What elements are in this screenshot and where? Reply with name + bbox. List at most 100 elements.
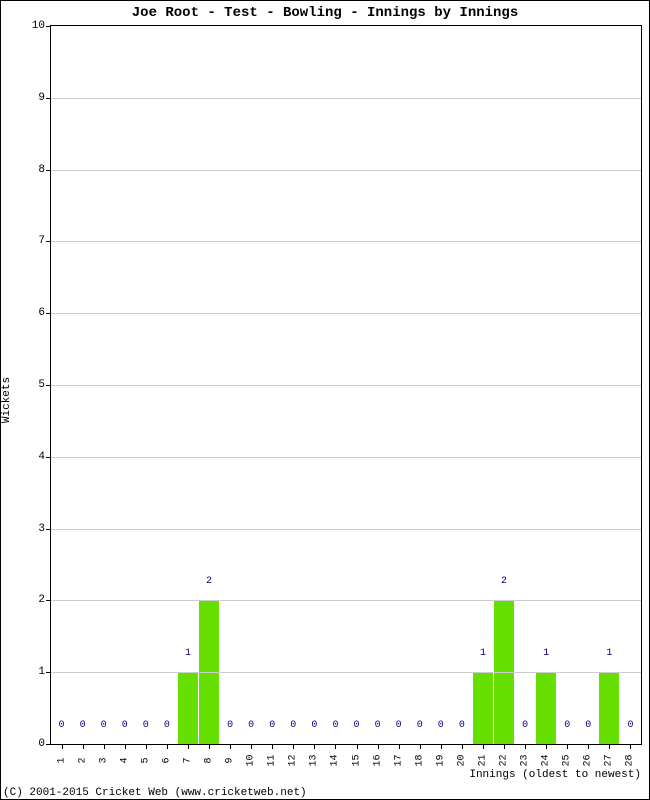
y-tick-mark: [46, 744, 50, 745]
x-tick-label: 15: [351, 754, 362, 766]
x-tick-label: 13: [309, 754, 320, 766]
y-tick-label: 10: [5, 20, 45, 32]
x-tick-mark: [62, 745, 63, 749]
y-tick-label: 0: [5, 738, 45, 750]
x-tick-label: 26: [583, 754, 594, 766]
y-tick-mark: [46, 529, 50, 530]
x-tick-label: 28: [625, 754, 636, 766]
x-tick-mark: [630, 745, 631, 749]
y-tick-mark: [46, 313, 50, 314]
value-label: 0: [627, 720, 633, 731]
value-label: 0: [354, 720, 360, 731]
x-tick-mark: [441, 745, 442, 749]
value-label: 0: [164, 720, 170, 731]
value-label: 2: [206, 576, 212, 587]
plot-area: 0000001200000000000012010010: [50, 25, 642, 745]
x-tick-label: 23: [520, 754, 531, 766]
x-tick-mark: [293, 745, 294, 749]
x-tick-label: 14: [330, 754, 341, 766]
x-tick-label: 19: [435, 754, 446, 766]
value-label: 0: [438, 720, 444, 731]
value-label: 0: [585, 720, 591, 731]
gridline: [51, 600, 641, 601]
x-tick-mark: [483, 745, 484, 749]
y-tick-mark: [46, 672, 50, 673]
y-tick-label: 5: [5, 379, 45, 391]
value-label: 0: [227, 720, 233, 731]
chart-title: Joe Root - Test - Bowling - Innings by I…: [1, 5, 649, 21]
y-tick-mark: [46, 170, 50, 171]
bar: [473, 672, 493, 744]
x-tick-label: 18: [414, 754, 425, 766]
x-tick-mark: [609, 745, 610, 749]
value-label: 0: [101, 720, 107, 731]
x-tick-label: 10: [246, 754, 257, 766]
gridline: [51, 170, 641, 171]
x-tick-mark: [230, 745, 231, 749]
x-tick-mark: [462, 745, 463, 749]
y-tick-mark: [46, 26, 50, 27]
x-tick-label: 11: [267, 754, 278, 766]
x-tick-mark: [525, 745, 526, 749]
gridline: [51, 529, 641, 530]
x-tick-mark: [504, 745, 505, 749]
x-tick-label: 7: [182, 757, 193, 763]
footer-text: (C) 2001-2015 Cricket Web (www.cricketwe…: [3, 787, 307, 799]
value-label: 0: [143, 720, 149, 731]
value-label: 0: [564, 720, 570, 731]
x-tick-label: 2: [77, 757, 88, 763]
x-tick-label: 20: [456, 754, 467, 766]
gridline: [51, 672, 641, 673]
x-tick-mark: [314, 745, 315, 749]
x-tick-label: 17: [393, 754, 404, 766]
value-label: 0: [375, 720, 381, 731]
value-label: 1: [606, 648, 612, 659]
x-tick-label: 5: [140, 757, 151, 763]
gridline: [51, 385, 641, 386]
x-tick-mark: [588, 745, 589, 749]
y-tick-label: 8: [5, 164, 45, 176]
value-label: 0: [332, 720, 338, 731]
x-tick-mark: [335, 745, 336, 749]
x-tick-label: 4: [119, 757, 130, 763]
x-tick-mark: [83, 745, 84, 749]
x-tick-label: 12: [288, 754, 299, 766]
y-tick-mark: [46, 385, 50, 386]
bar: [178, 672, 198, 744]
x-tick-label: 1: [56, 757, 67, 763]
y-tick-mark: [46, 600, 50, 601]
y-tick-label: 4: [5, 451, 45, 463]
gridline: [51, 98, 641, 99]
x-tick-mark: [188, 745, 189, 749]
x-tick-label: 9: [225, 757, 236, 763]
value-label: 1: [543, 648, 549, 659]
chart-container: Joe Root - Test - Bowling - Innings by I…: [0, 0, 650, 800]
value-label: 0: [59, 720, 65, 731]
value-label: 1: [480, 648, 486, 659]
y-tick-label: 6: [5, 307, 45, 319]
x-tick-mark: [378, 745, 379, 749]
gridline: [51, 457, 641, 458]
x-tick-mark: [357, 745, 358, 749]
x-tick-label: 25: [562, 754, 573, 766]
value-label: 0: [269, 720, 275, 731]
x-tick-label: 3: [98, 757, 109, 763]
x-tick-mark: [209, 745, 210, 749]
x-axis-label: Innings (oldest to newest): [469, 769, 641, 781]
value-label: 1: [185, 648, 191, 659]
bar: [599, 672, 619, 744]
value-label: 0: [290, 720, 296, 731]
x-tick-mark: [272, 745, 273, 749]
value-label: 0: [80, 720, 86, 731]
x-tick-mark: [125, 745, 126, 749]
y-tick-label: 1: [5, 666, 45, 678]
y-tick-label: 7: [5, 235, 45, 247]
value-label: 0: [311, 720, 317, 731]
gridline: [51, 313, 641, 314]
bar: [536, 672, 556, 744]
x-tick-label: 8: [204, 757, 215, 763]
y-tick-label: 3: [5, 523, 45, 535]
x-tick-label: 21: [477, 754, 488, 766]
y-tick-mark: [46, 457, 50, 458]
x-tick-mark: [420, 745, 421, 749]
